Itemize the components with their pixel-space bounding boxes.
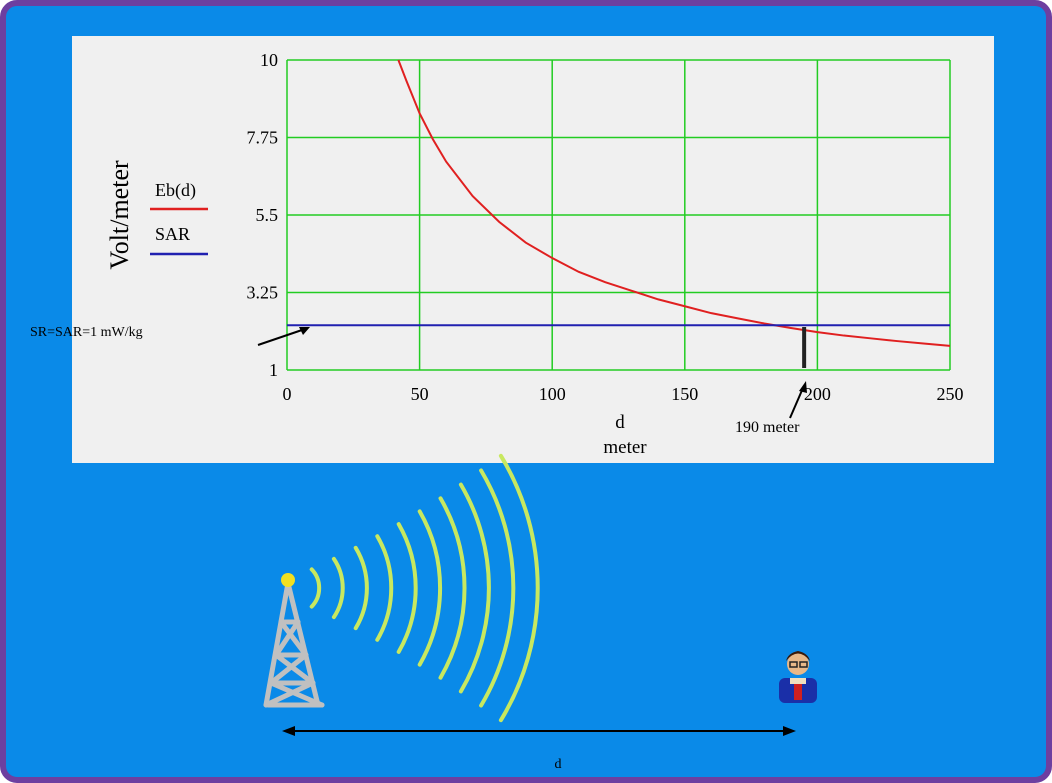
y-tick-label: 3.25 xyxy=(247,283,279,303)
x-tick-label: 100 xyxy=(539,384,566,404)
x-axis-label-line2: meter xyxy=(603,437,647,458)
y-tick-label: 5.5 xyxy=(256,205,279,225)
legend-label-eb: Eb(d) xyxy=(155,180,196,201)
legend: Eb(d) SAR xyxy=(150,180,208,256)
x-tick-label: 150 xyxy=(671,384,698,404)
signal-wave-arc xyxy=(498,453,540,723)
signal-wave-arc xyxy=(396,522,418,654)
x-tick-label: 200 xyxy=(804,384,831,404)
signal-wave-arc xyxy=(309,567,322,609)
chart-panel xyxy=(72,36,994,463)
signal-wave-arc xyxy=(438,496,467,680)
sar-annotation-label: SR=SAR=1 mW/kg xyxy=(30,325,143,340)
y-tick-label: 1 xyxy=(269,360,278,380)
y-axis-label: Volt/meter xyxy=(105,160,134,270)
chart-series xyxy=(287,59,951,347)
signal-wave-arc xyxy=(479,468,516,708)
distance-label: d xyxy=(555,757,562,772)
y-tick-label: 10 xyxy=(260,50,278,70)
signal-wave-arc xyxy=(375,534,394,642)
series-line-eb xyxy=(397,59,951,347)
signal-wave-arc xyxy=(353,545,369,631)
x-tick-label: 250 xyxy=(937,384,964,404)
crossing-annotation-arrow xyxy=(789,381,807,419)
tower-beacon xyxy=(281,573,295,587)
cell-tower-icon xyxy=(263,573,325,708)
person-icon xyxy=(779,651,817,703)
chart-grid xyxy=(286,59,951,371)
x-tick-label: 0 xyxy=(283,384,292,404)
x-tick-label: 50 xyxy=(411,384,429,404)
legend-label-sar: SAR xyxy=(155,224,190,244)
x-axis-label-line1: d xyxy=(615,412,625,433)
signal-waves-icon xyxy=(309,453,540,723)
signal-wave-arc xyxy=(331,556,345,620)
sar-annotation-arrow xyxy=(257,327,310,346)
distance-arrow xyxy=(282,726,796,736)
signal-wave-arc xyxy=(417,509,443,667)
chart-ticks: 0 50 100 150 200 250 10 7.75 5.5 3.25 1 xyxy=(247,50,964,404)
y-tick-label: 7.75 xyxy=(247,128,279,148)
signal-wave-arc xyxy=(458,482,491,694)
crossing-annotation-label: 190 meter xyxy=(735,419,800,436)
